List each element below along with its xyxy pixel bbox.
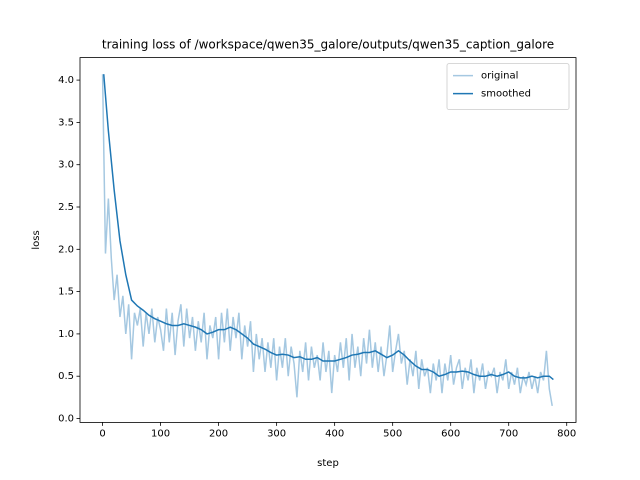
- y-tick-label: 3.5: [58, 117, 74, 128]
- legend-box: [446, 63, 570, 110]
- y-tick-label: 3.0: [58, 160, 74, 171]
- x-tick-label: 300: [267, 428, 286, 439]
- x-axis-label: step: [317, 458, 339, 469]
- line-0: [101, 74, 553, 406]
- x-tick-label: 500: [383, 428, 402, 439]
- x-tick-label: 0: [99, 428, 105, 439]
- y-tick-label: 1.0: [58, 329, 74, 340]
- y-axis-label: loss: [31, 230, 42, 249]
- x-tick-label: 600: [441, 428, 460, 439]
- chart-title: training loss of /workspace/qwen35_galor…: [102, 38, 554, 52]
- y-tick-label: 4.0: [58, 75, 74, 86]
- x-tick-label: 100: [151, 428, 170, 439]
- legend-label: smoothed: [481, 89, 531, 100]
- x-tick-label: 800: [557, 428, 576, 439]
- x-tick-label: 400: [325, 428, 344, 439]
- y-tick-label: 1.5: [58, 287, 74, 298]
- axes-frame: [79, 57, 577, 423]
- x-tick-label: 700: [499, 428, 518, 439]
- y-tick-label: 0.5: [58, 371, 74, 382]
- y-tick-label: 2.0: [58, 244, 74, 255]
- y-tick-label: 2.5: [58, 202, 74, 213]
- line-1: [102, 74, 554, 381]
- y-tick-label: 0.0: [58, 414, 74, 425]
- legend-label: original: [481, 71, 518, 82]
- x-tick-label: 200: [209, 428, 228, 439]
